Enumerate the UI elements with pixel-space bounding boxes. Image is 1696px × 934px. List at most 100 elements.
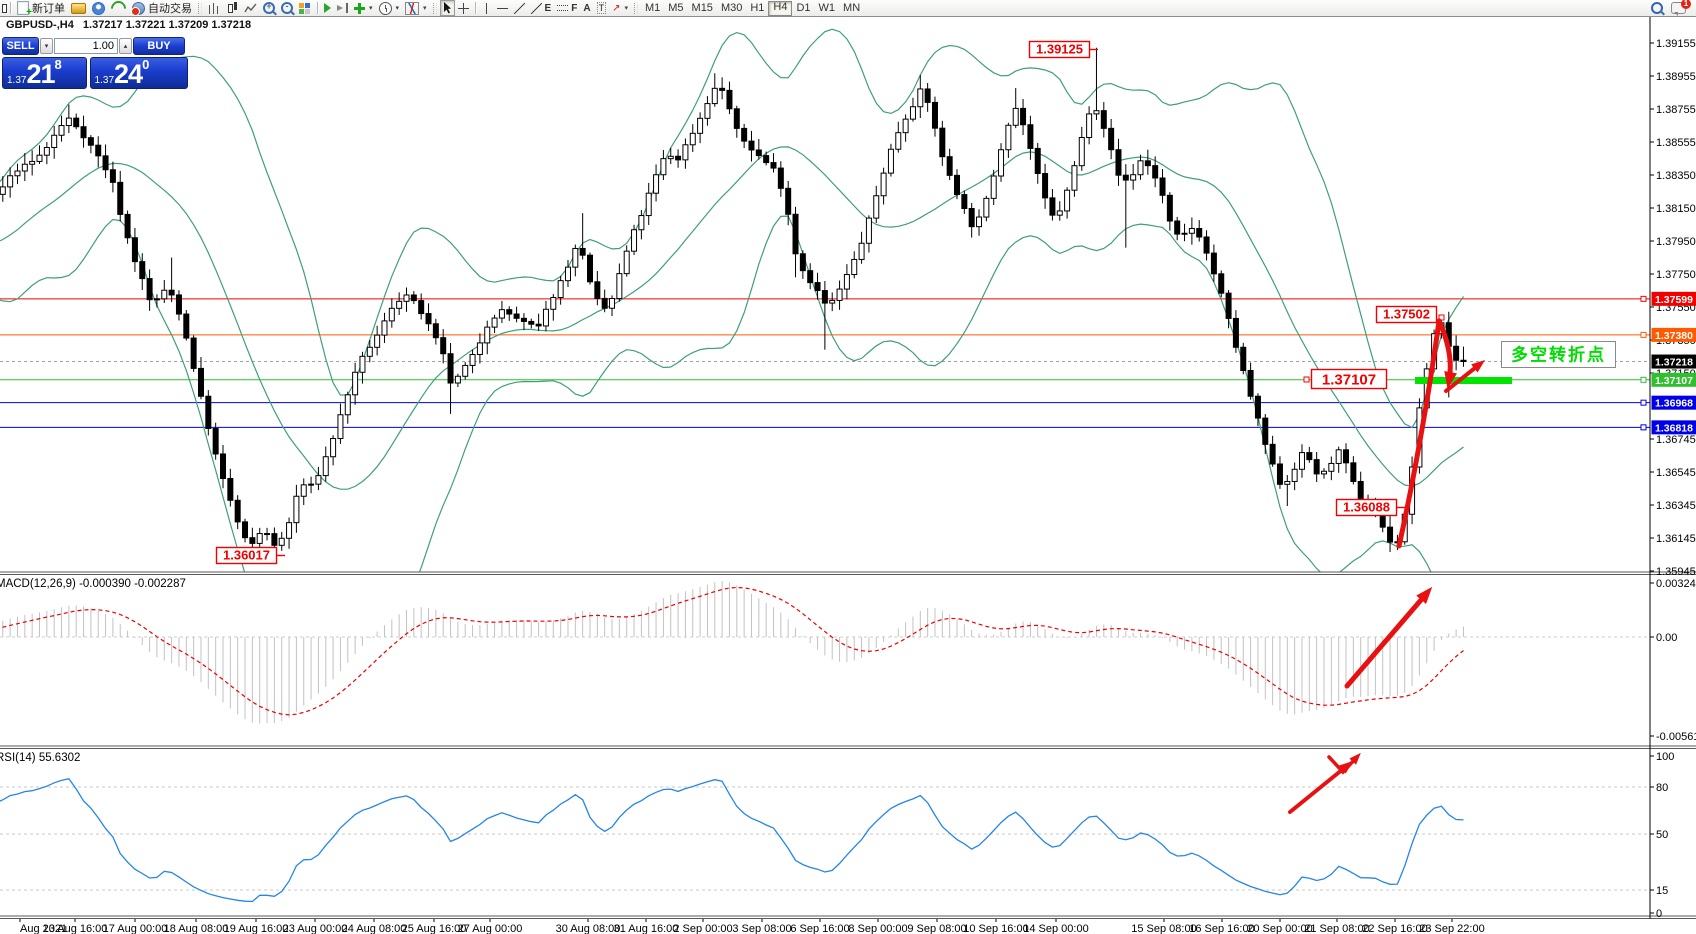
- auto-scroll-button[interactable]: [321, 1, 334, 15]
- new-order-button[interactable]: 新订单: [14, 1, 68, 18]
- candle: [197, 367, 204, 397]
- timeframe-h4[interactable]: H4: [768, 0, 793, 16]
- candle: [153, 298, 160, 301]
- timeframe-m5[interactable]: M5: [668, 1, 684, 14]
- periods-button[interactable]: ▾: [376, 1, 403, 15]
- candle: [998, 149, 1005, 177]
- label-anchor[interactable]: [1303, 376, 1310, 383]
- hline-anchor[interactable]: [1640, 331, 1647, 338]
- candle: [697, 117, 704, 134]
- candle-chart-mode-button[interactable]: [223, 1, 241, 15]
- macd-label: MACD(12,26,9) -0.000390 -0.002287: [0, 578, 186, 590]
- arrows-tool-button[interactable]: ↗ ▾: [609, 1, 631, 15]
- volume-input[interactable]: [54, 38, 118, 54]
- buy-quote[interactable]: 1.37 24 0: [89, 57, 188, 89]
- label-anchor[interactable]: [1438, 314, 1445, 321]
- cursor-tool-button[interactable]: [439, 0, 455, 16]
- price-axis-label: 1.36145: [1656, 533, 1696, 545]
- bar-chart-mode-button[interactable]: [205, 1, 223, 15]
- time-axis-label: 8 Sep 00:00: [848, 923, 907, 934]
- timeframe-d1[interactable]: D1: [796, 1, 811, 14]
- candle: [917, 88, 924, 108]
- candle: [1122, 174, 1129, 181]
- signals-button[interactable]: [107, 0, 130, 19]
- timeframe-m30[interactable]: M30: [720, 1, 743, 14]
- trendline-tool-button[interactable]: [511, 1, 528, 15]
- trend-arrow-main[interactable]: [1436, 318, 1458, 389]
- timeframe-m1[interactable]: M1: [644, 1, 661, 14]
- green-highlight-bar[interactable]: [1415, 377, 1512, 384]
- chart-shift-button[interactable]: [334, 1, 351, 15]
- indicators-button[interactable]: ▾: [351, 1, 376, 15]
- candle: [1108, 127, 1115, 151]
- auto-trading-button[interactable]: 自动交易: [129, 1, 195, 16]
- volume-down-button[interactable]: ▾: [40, 38, 53, 54]
- annotation-price-label-box[interactable]: [1335, 498, 1398, 517]
- annotation-price-label-box[interactable]: [1310, 368, 1388, 390]
- candle: [117, 181, 124, 215]
- time-axis-label: 16 Sep 16:00: [1189, 923, 1254, 934]
- zoom-out-button[interactable]: -: [278, 1, 296, 15]
- text-tool-button[interactable]: A: [580, 1, 593, 15]
- annotation-price-label-box[interactable]: [1028, 40, 1091, 59]
- timeframe-w1[interactable]: W1: [818, 1, 836, 14]
- trend-arrow-main[interactable]: [1396, 318, 1442, 549]
- candle: [29, 160, 36, 165]
- trend-arrow-macd[interactable]: [1344, 586, 1433, 689]
- hline-anchor[interactable]: [1640, 376, 1647, 383]
- channel-tool-button[interactable]: E: [528, 1, 555, 15]
- macd-axis-label: 0.00: [1656, 632, 1677, 644]
- templates-button[interactable]: ▾: [402, 1, 430, 15]
- sell-price-point: 8: [54, 57, 62, 72]
- tile-windows-button[interactable]: [296, 1, 314, 15]
- hline-anchor[interactable]: [1640, 424, 1647, 431]
- vertical-line-tool-button[interactable]: [479, 1, 494, 15]
- annotation-price-label-box[interactable]: [215, 546, 278, 565]
- buy-button[interactable]: BUY: [133, 37, 185, 55]
- candle: [190, 337, 197, 369]
- trend-arrow-rsi[interactable]: [1327, 752, 1361, 775]
- search-icon[interactable]: [1651, 2, 1663, 14]
- candle: [557, 280, 564, 299]
- annotation-price-label-box[interactable]: [1375, 305, 1438, 324]
- time-axis-label: 19 Aug 16:00: [224, 923, 289, 934]
- horizontal-line-tool-button[interactable]: [494, 1, 511, 15]
- chat-icon[interactable]: 1: [1671, 0, 1691, 16]
- text-label-tool-button[interactable]: T: [594, 1, 610, 15]
- price-axis-label: 1.37750: [1656, 269, 1696, 281]
- candle: [286, 522, 293, 539]
- bar-chart-icon: [208, 2, 220, 14]
- note-box[interactable]: [1501, 341, 1616, 368]
- candle: [983, 197, 990, 218]
- timeframe-mn[interactable]: MN: [843, 1, 861, 14]
- timeframe-h1[interactable]: H1: [750, 1, 765, 14]
- candle: [21, 163, 28, 172]
- trend-arrow-main[interactable]: [1444, 360, 1486, 393]
- timeframe-m15[interactable]: M15: [691, 1, 713, 14]
- trend-arrow-rsi[interactable]: [1288, 760, 1353, 814]
- chart-canvas[interactable]: 1.39155 1.38955 1.38755 1.38555 1.38350 1.381…: [0, 17, 1696, 934]
- hline-anchor[interactable]: [1640, 295, 1647, 302]
- candle: [909, 106, 916, 120]
- crosshair-tool-button[interactable]: [455, 1, 472, 15]
- time-axis-label: 21 Sep 08:00: [1304, 923, 1369, 934]
- sell-button[interactable]: SELL: [2, 37, 39, 55]
- zoom-in-button[interactable]: +: [260, 1, 278, 15]
- candle: [293, 495, 300, 524]
- deposit-button[interactable]: [68, 1, 89, 15]
- candle: [579, 247, 586, 256]
- crosshair-icon: [457, 2, 469, 14]
- price-axis-label: 1.38955: [1656, 71, 1696, 83]
- hline-anchor[interactable]: [1640, 399, 1647, 406]
- candle: [653, 174, 660, 194]
- clock-icon: [378, 1, 392, 15]
- rsi-line: [0, 777, 1464, 903]
- volume-up-button[interactable]: ▴: [119, 38, 132, 54]
- line-chart-mode-button[interactable]: [241, 1, 260, 15]
- auto-trading-label: 自动交易: [148, 3, 192, 15]
- fibonacci-tool-button[interactable]: F: [554, 1, 580, 15]
- sell-quote[interactable]: 1.37 21 8: [2, 57, 87, 89]
- candle: [374, 334, 381, 348]
- note-text: 多空转折点: [1511, 345, 1606, 365]
- community-button[interactable]: [89, 1, 108, 15]
